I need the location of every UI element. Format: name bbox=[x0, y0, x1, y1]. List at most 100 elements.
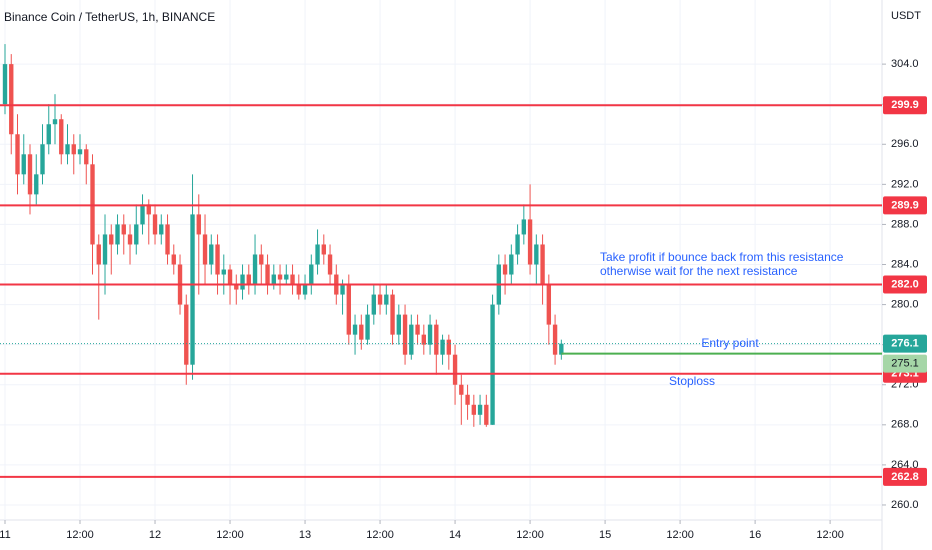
price-label-box bbox=[883, 354, 927, 373]
candle-body bbox=[390, 294, 395, 335]
price-label-box bbox=[883, 275, 927, 294]
candle-body bbox=[321, 244, 326, 255]
candle-body bbox=[77, 149, 83, 155]
candle-body bbox=[184, 304, 189, 365]
candle-body bbox=[146, 204, 151, 215]
y-tick-label: 264.0 bbox=[891, 459, 919, 471]
x-tick-label: 12:00 bbox=[516, 529, 544, 541]
candle-body bbox=[515, 234, 520, 255]
candle-body bbox=[127, 234, 133, 245]
candle-body bbox=[284, 274, 289, 280]
candle-body bbox=[46, 124, 51, 145]
x-tick-label: 13 bbox=[299, 529, 311, 541]
candle-body bbox=[327, 254, 333, 275]
candle-body bbox=[477, 404, 483, 415]
x-tick-label: 12:00 bbox=[216, 529, 244, 541]
candle-body bbox=[452, 354, 458, 385]
candle-body bbox=[309, 264, 314, 285]
candle-body bbox=[240, 274, 245, 290]
candle-body bbox=[21, 154, 26, 175]
candle-body bbox=[315, 244, 320, 265]
candle-body bbox=[446, 339, 452, 355]
candle-body bbox=[352, 324, 358, 335]
price-label: 289.9 bbox=[891, 199, 919, 211]
candle-body bbox=[484, 404, 489, 425]
candle-body bbox=[371, 294, 376, 315]
candle-body bbox=[277, 274, 283, 280]
candle-body bbox=[546, 284, 552, 325]
candle-body bbox=[540, 244, 545, 285]
candle-body bbox=[140, 204, 145, 225]
candle-body bbox=[421, 334, 426, 345]
candle-body bbox=[2, 64, 8, 105]
price-label-box bbox=[883, 196, 927, 215]
y-tick-label: 280.0 bbox=[891, 298, 919, 310]
candle-body bbox=[84, 149, 89, 165]
annotation: Entry point bbox=[701, 336, 759, 350]
candle-body bbox=[215, 244, 220, 275]
candle-body bbox=[259, 254, 264, 265]
annotation: otherwise wait for the next resistance bbox=[600, 264, 798, 278]
candle-body bbox=[115, 224, 120, 245]
candle-body bbox=[40, 144, 45, 175]
y-tick-label: 292.0 bbox=[891, 178, 919, 190]
x-tick-label: 12:00 bbox=[66, 529, 94, 541]
candle-body bbox=[27, 154, 33, 195]
candle-body bbox=[265, 264, 270, 285]
candle-body bbox=[559, 343, 564, 355]
candle-body bbox=[490, 304, 495, 425]
candle-body bbox=[409, 324, 414, 355]
annotation: Stoploss bbox=[669, 374, 715, 388]
candle-body bbox=[521, 219, 527, 235]
candle-body bbox=[71, 144, 76, 155]
candle-body bbox=[302, 284, 308, 295]
candle-body bbox=[102, 234, 108, 265]
y-tick-label: 284.0 bbox=[891, 258, 919, 270]
price-label-box bbox=[883, 467, 927, 486]
candle-body bbox=[246, 274, 251, 285]
price-label-box bbox=[883, 334, 927, 353]
candle-body bbox=[121, 224, 126, 235]
candle-body bbox=[227, 269, 233, 285]
price-label-box bbox=[883, 96, 927, 115]
x-tick-label: 16 bbox=[749, 529, 761, 541]
x-tick-label: 15 bbox=[599, 529, 611, 541]
candle-body bbox=[202, 234, 208, 265]
candle-body bbox=[427, 324, 433, 345]
candle-body bbox=[209, 244, 214, 265]
currency-label: USDT bbox=[891, 10, 921, 22]
candle-body bbox=[221, 269, 226, 275]
candle-body bbox=[290, 274, 295, 285]
candle-body bbox=[134, 224, 139, 245]
candle-body bbox=[15, 134, 20, 175]
price-label: 299.9 bbox=[891, 99, 919, 111]
price-label: 282.0 bbox=[891, 278, 919, 290]
candle-body bbox=[296, 284, 301, 295]
y-tick-label: 260.0 bbox=[891, 499, 919, 511]
annotation: Take profit if bounce back from this res… bbox=[600, 250, 844, 264]
candle-body bbox=[415, 324, 420, 335]
candle-body bbox=[340, 284, 345, 295]
price-label: 275.1 bbox=[891, 358, 919, 370]
x-tick-label: 12:00 bbox=[666, 529, 694, 541]
candle-body bbox=[384, 294, 389, 305]
candle-body bbox=[96, 244, 101, 265]
candle-body bbox=[9, 64, 14, 135]
candle-body bbox=[502, 264, 508, 275]
candle-body bbox=[377, 294, 383, 305]
candle-body bbox=[346, 284, 351, 335]
candle-body bbox=[234, 284, 239, 290]
y-tick-label: 268.0 bbox=[891, 419, 919, 431]
plot bbox=[0, 0, 882, 520]
y-tick-label: 304.0 bbox=[891, 58, 919, 70]
candle-body bbox=[152, 214, 158, 235]
candle-body bbox=[509, 254, 514, 275]
y-tick-label: 288.0 bbox=[891, 218, 919, 230]
candle-body bbox=[440, 339, 445, 355]
candle-body bbox=[59, 119, 64, 155]
candle-body bbox=[165, 224, 170, 255]
x-tick-label: 12:00 bbox=[366, 529, 394, 541]
candle-body bbox=[190, 214, 195, 365]
candle-body bbox=[465, 394, 470, 405]
